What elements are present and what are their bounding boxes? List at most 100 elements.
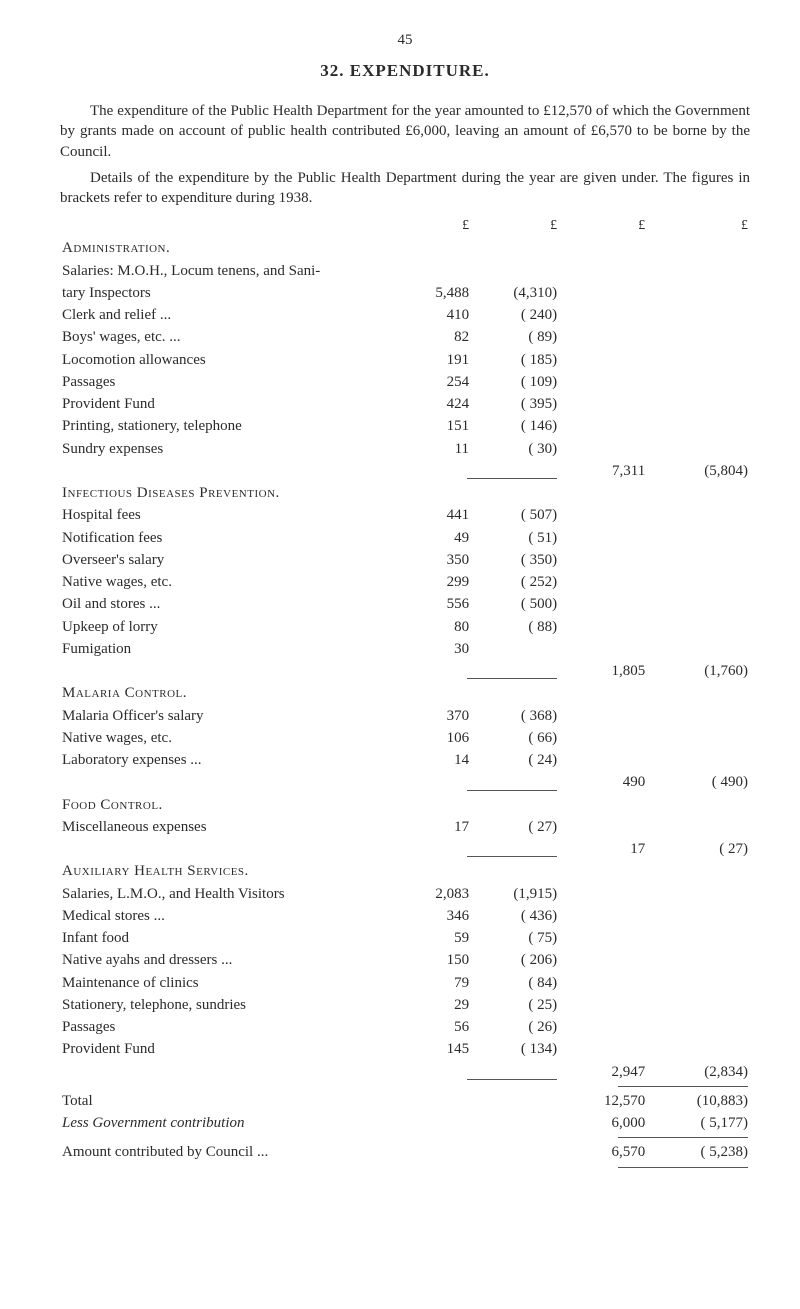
row-value-1: 150	[398, 949, 471, 971]
row-value-2: ( 51)	[471, 527, 559, 549]
row-label: Printing, stationery, telephone	[60, 415, 398, 437]
subtotal-v2: ( 27)	[647, 838, 750, 860]
row-value-2: ( 350)	[471, 549, 559, 571]
outer-rule-row-3	[60, 1164, 750, 1171]
row-label: Upkeep of lorry	[60, 616, 398, 638]
row-label: Native wages, etc.	[60, 571, 398, 593]
row-value-1: 14	[398, 749, 471, 771]
administration-title: Administration.	[62, 240, 170, 256]
outer-rule-row	[60, 1083, 750, 1090]
row-value-2: ( 30)	[471, 438, 559, 460]
row-value-1: 410	[398, 304, 471, 326]
subtotal-v2: ( 490)	[647, 771, 750, 793]
table-row: Infant food 59 ( 75)	[60, 927, 750, 949]
amount-label: Amount contributed by Council ...	[60, 1141, 398, 1163]
less-v1: 6,000	[559, 1112, 647, 1134]
subtotal-rule-row: 1,805 (1,760)	[60, 660, 750, 682]
row-label: Stationery, telephone, sundries	[60, 994, 398, 1016]
subtotal-v1: 1,805	[559, 660, 647, 682]
subtotal-v1: 17	[559, 838, 647, 860]
row-value-1: 82	[398, 326, 471, 348]
row-value-2: ( 436)	[471, 905, 559, 927]
table-row: Boys' wages, etc. ... 82 ( 89)	[60, 326, 750, 348]
total-label: Total	[60, 1090, 398, 1112]
subtotal-rule-row: 17 ( 27)	[60, 838, 750, 860]
row-value-2: (4,310)	[471, 282, 559, 304]
row-value-1: 79	[398, 972, 471, 994]
row-value-2: ( 500)	[471, 593, 559, 615]
row-label: Native wages, etc.	[60, 727, 398, 749]
subtotal-rule-row: 490 ( 490)	[60, 771, 750, 793]
table-row: Printing, stationery, telephone 151 ( 14…	[60, 415, 750, 437]
row-label: Passages	[60, 371, 398, 393]
pound-col-3: £	[559, 216, 647, 237]
row-value-2: ( 27)	[471, 816, 559, 838]
row-value-1: 370	[398, 705, 471, 727]
table-row: Overseer's salary 350 ( 350)	[60, 549, 750, 571]
row-value-1: 346	[398, 905, 471, 927]
subtotal-v1: 7,311	[559, 460, 647, 482]
row-value-2: ( 146)	[471, 415, 559, 437]
row-value-1: 56	[398, 1016, 471, 1038]
less-label: Less Government contribution	[60, 1112, 398, 1134]
row-label: Provident Fund	[60, 1038, 398, 1060]
subtotal-v2: (2,834)	[647, 1061, 750, 1083]
table-row: Fumigation 30	[60, 638, 750, 660]
row-label: Fumigation	[60, 638, 398, 660]
table-row: Medical stores ... 346 ( 436)	[60, 905, 750, 927]
pound-col-4: £	[647, 216, 750, 237]
subtotal-rule-row: 7,311 (5,804)	[60, 460, 750, 482]
infectious-title: Infectious Diseases Prevention.	[62, 485, 280, 501]
row-label: Oil and stores ...	[60, 593, 398, 615]
table-row: Malaria Officer's salary 370 ( 368)	[60, 705, 750, 727]
row-value-2: ( 240)	[471, 304, 559, 326]
less-v2: ( 5,177)	[647, 1112, 750, 1134]
table-row: tary Inspectors 5,488 (4,310)	[60, 282, 750, 304]
row-label: Malaria Officer's salary	[60, 705, 398, 727]
table-row: Maintenance of clinics 79 ( 84)	[60, 972, 750, 994]
row-value-2: ( 206)	[471, 949, 559, 971]
row-value-2: ( 26)	[471, 1016, 559, 1038]
table-row: Native ayahs and dressers ... 150 ( 206)	[60, 949, 750, 971]
row-value-1: 11	[398, 438, 471, 460]
table-row: Provident Fund 424 ( 395)	[60, 393, 750, 415]
row-value-1: 350	[398, 549, 471, 571]
row-value-1: 5,488	[398, 282, 471, 304]
administration-intro-row: Salaries: M.O.H., Locum tenens, and Sani…	[60, 260, 750, 282]
total-row: Total 12,570 (10,883)	[60, 1090, 750, 1112]
subtotal-v2: (1,760)	[647, 660, 750, 682]
row-label: Salaries, L.M.O., and Health Visitors	[60, 883, 398, 905]
table-row: Sundry expenses 11 ( 30)	[60, 438, 750, 460]
amount-row: Amount contributed by Council ... 6,570 …	[60, 1141, 750, 1163]
row-label: Infant food	[60, 927, 398, 949]
total-v2: (10,883)	[647, 1090, 750, 1112]
row-label: Overseer's salary	[60, 549, 398, 571]
table-row: Clerk and relief ... 410 ( 240)	[60, 304, 750, 326]
subtotal-rule-row: 2,947 (2,834)	[60, 1061, 750, 1083]
administration-heading-row: Administration.	[60, 237, 750, 259]
row-label: Maintenance of clinics	[60, 972, 398, 994]
row-value-1: 441	[398, 504, 471, 526]
table-row: Native wages, etc. 299 ( 252)	[60, 571, 750, 593]
row-value-1: 191	[398, 349, 471, 371]
row-label: Passages	[60, 1016, 398, 1038]
row-value-1: 151	[398, 415, 471, 437]
row-value-2: ( 368)	[471, 705, 559, 727]
row-value-1: 254	[398, 371, 471, 393]
table-row: Provident Fund 145 ( 134)	[60, 1038, 750, 1060]
row-label: Sundry expenses	[60, 438, 398, 460]
row-value-2: ( 252)	[471, 571, 559, 593]
row-value-1: 424	[398, 393, 471, 415]
table-row: Upkeep of lorry 80 ( 88)	[60, 616, 750, 638]
row-value-2: ( 89)	[471, 326, 559, 348]
aux-title: Auxiliary Health Services.	[62, 863, 249, 879]
food-heading-row: Food Control.	[60, 794, 750, 816]
table-row: Notification fees 49 ( 51)	[60, 527, 750, 549]
section-heading: 32. EXPENDITURE.	[60, 60, 750, 83]
infectious-heading-row: Infectious Diseases Prevention.	[60, 482, 750, 504]
amount-v2: ( 5,238)	[647, 1141, 750, 1163]
outer-rule-row-2	[60, 1134, 750, 1141]
subtotal-v1: 490	[559, 771, 647, 793]
row-label: Provident Fund	[60, 393, 398, 415]
malaria-title: Malaria Control.	[62, 685, 187, 701]
